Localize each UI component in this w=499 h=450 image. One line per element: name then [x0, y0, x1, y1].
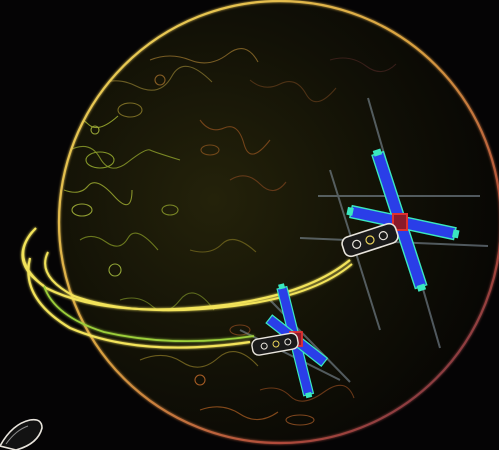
satellite-icon — [341, 148, 460, 292]
satellite-icon — [251, 283, 329, 399]
planet-icon — [57, 0, 499, 445]
orbit-trail-icon — [21, 227, 353, 349]
rocket-icon — [0, 418, 43, 450]
